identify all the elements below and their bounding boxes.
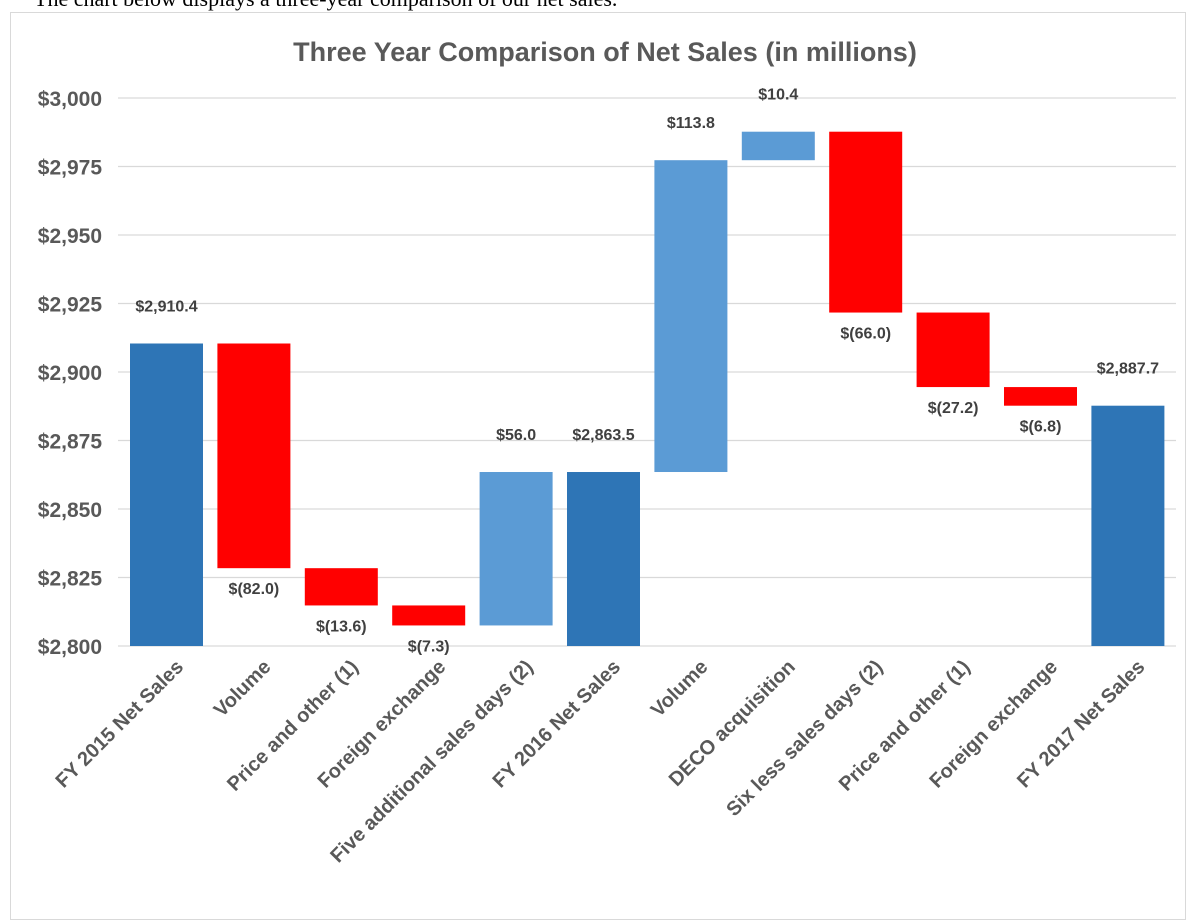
bar-total	[130, 343, 203, 646]
data-label: $2,910.4	[135, 299, 197, 316]
bar-decrease	[304, 568, 378, 606]
bar-decrease	[392, 605, 466, 626]
y-tick-label: $2,850	[38, 499, 102, 522]
bar-decrease	[1004, 387, 1077, 406]
gridlines	[118, 97, 1176, 647]
x-tick-label: Volume	[210, 656, 276, 722]
bar-total	[1091, 405, 1165, 646]
bar-total	[567, 472, 640, 646]
y-tick-label: $2,825	[38, 568, 103, 591]
bar-increase	[741, 131, 815, 161]
data-label: $113.8	[667, 115, 715, 132]
y-axis-labels: $2,800 $2,825 $2,850 $2,875 $2,900 $2,925 $2,9…	[38, 88, 103, 659]
chart-frame	[10, 12, 1186, 920]
bar-increase	[479, 472, 553, 626]
y-tick-label: $2,875	[38, 431, 103, 454]
data-label: $(82.0)	[229, 581, 280, 598]
y-tick-label: $2,950	[38, 225, 102, 248]
bar-decrease	[217, 343, 291, 569]
data-label: $(7.3)	[408, 638, 450, 655]
data-label: $56.0	[496, 427, 536, 444]
intro-text: The chart below displays a three-year co…	[34, 0, 617, 12]
y-tick-label: $2,925	[38, 294, 103, 317]
data-label: $2,887.7	[1097, 361, 1159, 378]
bars	[130, 131, 1165, 646]
data-label: $(6.8)	[1020, 419, 1062, 436]
chart-title: Three Year Comparison of Net Sales (in m…	[293, 37, 917, 67]
data-label: $(66.0)	[840, 326, 891, 343]
bar-increase	[654, 160, 728, 473]
data-label: $10.4	[758, 87, 798, 104]
y-tick-label: $2,800	[38, 636, 102, 659]
y-tick-label: $2,975	[38, 157, 103, 180]
bar-decrease	[829, 131, 903, 313]
bar-decrease	[916, 312, 990, 388]
y-tick-label: $3,000	[38, 88, 102, 111]
y-tick-label: $2,900	[38, 362, 102, 385]
data-label: $2,863.5	[572, 427, 634, 444]
data-label: $(13.6)	[316, 618, 367, 635]
x-tick-label: Volume	[647, 656, 713, 722]
x-tick-label: Six less sales days (2)	[722, 656, 887, 821]
data-label: $(27.2)	[928, 400, 979, 417]
x-tick-label: FY 2015 Net Sales	[52, 656, 188, 792]
data-labels: $2,910.4 $(82.0) $(13.6) $(7.3) $56.0 $2,863.…	[135, 87, 1159, 656]
